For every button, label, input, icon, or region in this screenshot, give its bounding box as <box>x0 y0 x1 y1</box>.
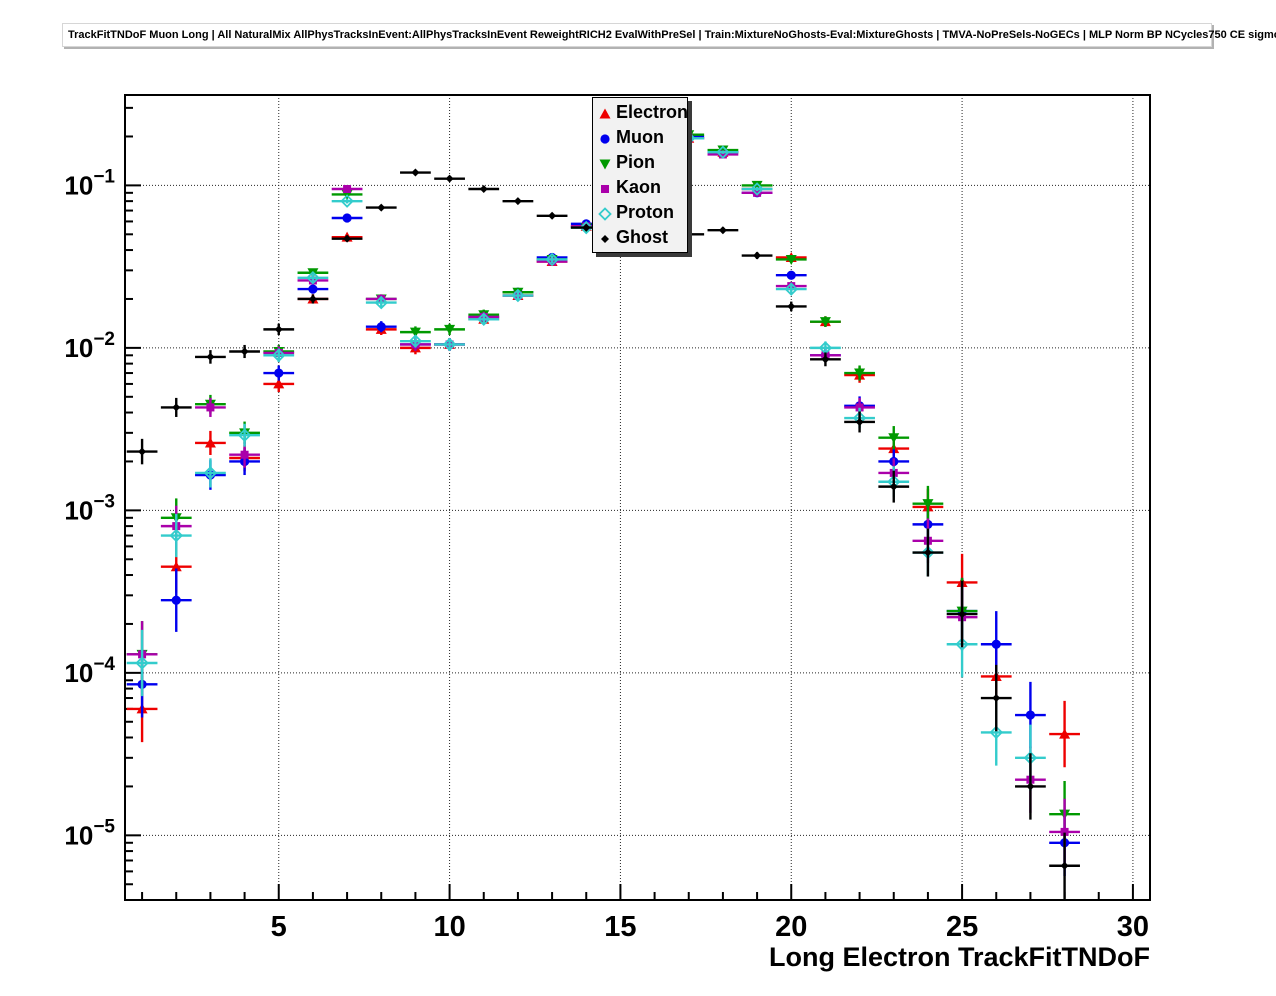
legend-label: Ghost <box>616 227 668 247</box>
svg-text:10−2: 10−2 <box>64 329 115 363</box>
page-title: TrackFitTNDoF Muon Long | All NaturalMix… <box>68 29 1276 41</box>
series-ghost <box>126 168 1080 899</box>
svg-text:20: 20 <box>775 911 807 943</box>
legend-marker-square-icon <box>601 184 609 193</box>
legend-marker-triangle-down-icon <box>599 159 611 169</box>
axis-ticks <box>125 106 1134 901</box>
legend-label: Muon <box>616 127 664 147</box>
legend-item-muon: Muon <box>595 125 687 150</box>
title-pave: TrackFitTNDoF Muon Long | All NaturalMix… <box>62 23 1276 47</box>
legend-item-electron: Electron <box>595 100 689 125</box>
svg-text:25: 25 <box>946 911 978 943</box>
legend-item-kaon: Kaon <box>595 175 687 200</box>
legend-marker-circle-icon <box>600 133 610 144</box>
svg-text:10−3: 10−3 <box>64 491 115 525</box>
svg-text:5: 5 <box>271 911 287 943</box>
legend-label: Electron <box>616 102 689 122</box>
svg-text:10−4: 10−4 <box>64 654 115 688</box>
legend-item-ghost: Ghost <box>595 225 687 250</box>
legend-label: Proton <box>616 202 674 222</box>
svg-text:10−1: 10−1 <box>64 166 115 200</box>
legend-item-proton: Proton <box>595 200 687 225</box>
svg-text:10: 10 <box>433 911 465 943</box>
legend-box: Electron Muon Pion Kaon Proton Ghost <box>592 97 688 253</box>
x-tick-labels: 5 10 15 20 25 30 <box>271 911 1149 943</box>
plot-frame <box>124 94 1151 901</box>
legend-marker-diamond-icon <box>601 234 609 243</box>
legend-label: Pion <box>616 152 655 172</box>
legend-marker-open-diamond-icon <box>598 206 612 221</box>
y-tick-labels: 10−1 10−2 10−3 10−4 10−5 <box>64 166 115 850</box>
svg-text:30: 30 <box>1117 911 1149 943</box>
svg-text:10−5: 10−5 <box>64 816 115 850</box>
gridlines <box>125 95 1150 900</box>
svg-text:15: 15 <box>604 911 636 943</box>
legend-marker-triangle-up-icon <box>599 108 611 118</box>
legend-label: Kaon <box>616 177 661 197</box>
x-axis-title: Long Electron TrackFitTNDoF <box>768 942 1150 972</box>
legend-item-pion: Pion <box>595 150 687 175</box>
